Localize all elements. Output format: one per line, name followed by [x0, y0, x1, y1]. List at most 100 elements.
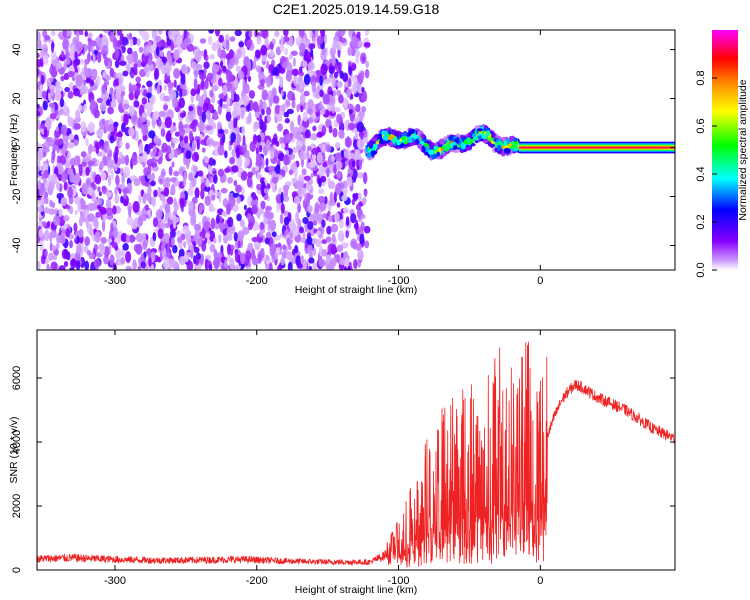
spectrogram-signal-cell — [510, 144, 515, 149]
spectrogram-noise-cell — [113, 121, 119, 127]
spectrogram-noise-cell — [189, 243, 194, 251]
spectrogram-noise-cell — [328, 125, 333, 134]
spectrogram-noise-cell — [84, 30, 88, 37]
spectrogram-noise-cell — [227, 234, 233, 241]
spectrogram-noise-cell — [336, 244, 344, 253]
spectrogram-signal-cell — [404, 131, 408, 136]
spectrogram-noise-cell — [121, 174, 125, 185]
spectrogram-noise-cell — [151, 196, 157, 208]
spectrogram-noise-cell — [190, 247, 194, 259]
spectrogram-noise-cell — [218, 215, 223, 224]
spectrogram-noise-cell — [309, 133, 317, 141]
spectrogram-noise-cell — [164, 116, 173, 129]
spectrogram-noise-cell — [146, 46, 153, 53]
spectrogram-noise-cell — [106, 207, 114, 217]
spectrogram-noise-cell — [264, 210, 271, 219]
spectrogram-noise-cell — [67, 141, 75, 149]
spectrogram-noise-cell — [256, 134, 262, 143]
spectrogram-noise-cell — [215, 30, 220, 37]
spectrogram-noise-cell — [102, 70, 107, 79]
spectrogram-noise-cell — [76, 243, 82, 255]
spectrogram-noise-cell — [107, 124, 115, 133]
spectrogram-noise-cell — [72, 36, 78, 44]
spectrogram-noise-cell — [287, 245, 292, 251]
spectrogram-noise-cell — [65, 30, 72, 37]
spectrogram-noise-cell — [265, 157, 269, 167]
spectrogram-signal-cell — [370, 150, 377, 155]
spectrogram-signal-cell — [387, 129, 392, 135]
spectrogram-noise-cell — [335, 183, 342, 195]
spectrogram-noise-cell — [161, 243, 165, 251]
spectrogram-noise-cell — [306, 236, 313, 245]
spectrogram-noise-cell — [193, 255, 197, 265]
spectrogram-noise-cell — [137, 265, 142, 270]
spectrogram-noise-cell — [303, 90, 310, 97]
spectrogram-noise-cell — [37, 39, 42, 51]
spectrogram-noise-cell — [269, 243, 277, 255]
spectrogram-noise-cell — [157, 30, 163, 35]
spectrogram-signal-cell — [483, 127, 490, 132]
spectrogram-noise-cell — [364, 68, 370, 79]
spectrogram-noise-cell — [40, 74, 45, 85]
spectrogram-noise-cell — [308, 43, 316, 50]
spectrogram-noise-cell — [245, 266, 252, 270]
spectrogram-noise-cell — [56, 192, 64, 200]
spectrogram-noise-cell — [263, 145, 268, 156]
spectrogram-noise-cell — [105, 198, 112, 211]
spectrogram-noise-cell — [42, 100, 48, 111]
spectrogram-noise-cell — [348, 77, 352, 88]
spectrogram-noise-cell — [137, 216, 144, 227]
spectrogram-noise-cell — [45, 121, 52, 131]
spectrogram-noise-cell — [364, 190, 368, 198]
spectrogram-noise-cell — [259, 221, 265, 231]
spectrogram-noise-cell — [118, 183, 126, 190]
spectrogram-noise-cell — [236, 195, 241, 205]
spectrogram-noise-cell — [358, 159, 363, 167]
spectrogram-noise-cell — [78, 164, 83, 177]
spectrogram-noise-cell — [328, 215, 333, 223]
spectrogram-noise-cell — [243, 83, 250, 95]
spectrogram-signal-cell — [443, 145, 450, 152]
spectrogram-noise-cell — [64, 87, 71, 93]
spectrogram-noise-cell — [235, 65, 242, 72]
spectrogram-noise-cell — [281, 244, 287, 251]
spectrogram-noise-cell — [228, 196, 236, 207]
spectrogram-noise-cell — [47, 174, 53, 183]
spectrogram-noise-cell — [296, 104, 300, 112]
spectrogram-noise-cell — [350, 213, 357, 224]
spectrogram-noise-cell — [338, 30, 346, 37]
spectrogram-noise-cell — [98, 132, 103, 141]
spectrogram-noise-cell — [157, 118, 162, 127]
spectrogram-noise-cell — [115, 92, 121, 99]
spectrogram-noise-cell — [120, 257, 126, 265]
spectrogram-noise-cell — [248, 112, 252, 124]
spectrogram-y-tick-label: 40 — [11, 43, 23, 55]
spectrogram-noise-cell — [59, 98, 65, 108]
spectrogram-noise-cell — [279, 76, 284, 88]
spectrogram-noise-cell — [283, 111, 288, 118]
spectrogram-noise-cell — [138, 142, 144, 155]
spectrogram-noise-cell — [309, 30, 313, 39]
spectrogram-noise-cell — [114, 59, 120, 69]
spectrogram-signal-cell — [421, 145, 425, 152]
spectrogram-noise-cell — [321, 239, 328, 245]
spectrogram-signal-cell — [412, 134, 419, 139]
spectrogram-noise-cell — [56, 181, 61, 191]
spectrogram-noise-cell — [205, 179, 210, 188]
spectrogram-noise-cell — [320, 30, 326, 37]
spectrogram-noise-cell — [49, 230, 57, 239]
spectrogram-noise-cell — [101, 35, 108, 46]
spectrogram-noise-cell — [145, 143, 149, 151]
spectrogram-noise-cell — [69, 172, 75, 183]
spectrogram-signal-cell — [406, 137, 413, 143]
spectrogram-noise-cell — [236, 213, 242, 222]
spectrogram-noise-cell — [67, 186, 74, 199]
spectrogram-noise-cell — [217, 47, 222, 58]
spectrogram-noise-cell — [273, 95, 280, 104]
spectrogram-noise-cell — [242, 227, 250, 235]
spectrogram-noise-cell — [338, 219, 345, 229]
spectrogram-noise-cell — [75, 41, 84, 53]
spectrogram-noise-cell — [63, 260, 69, 268]
spectrogram-noise-cell — [83, 245, 89, 253]
spectrogram-signal-cell — [490, 132, 496, 139]
